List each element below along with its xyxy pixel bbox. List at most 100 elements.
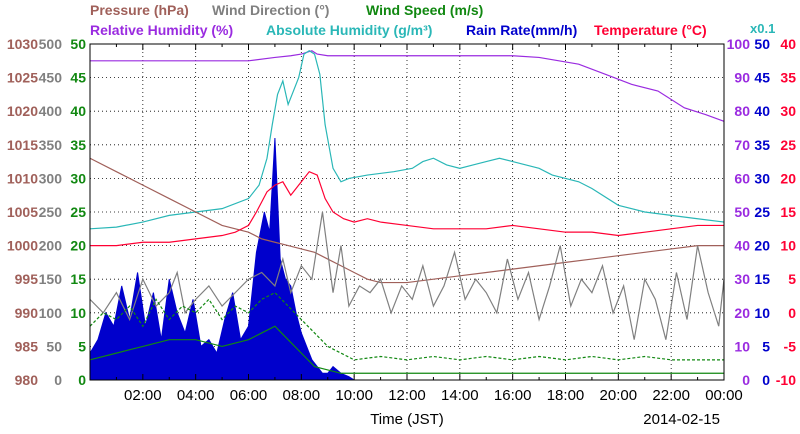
x-axis-label: Time (JST) — [370, 411, 444, 428]
y-tick-label: 10 — [754, 305, 770, 321]
series-line — [89, 157, 724, 284]
y-tick-label: 35 — [754, 137, 770, 153]
y-tick-label: 25 — [754, 204, 770, 220]
series-line — [90, 170, 724, 247]
legend-entry: Wind Direction (°) — [212, 2, 329, 18]
y-tick-label: 45 — [70, 70, 86, 86]
y-tick-label: 0 — [54, 372, 62, 388]
y-tick-label: 90 — [734, 70, 750, 86]
x-tick-label: 14:00 — [441, 387, 479, 404]
y-tick-label: 100 — [727, 36, 751, 52]
y-tick-label: 500 — [39, 36, 63, 52]
y-tick-label: 10 — [780, 238, 796, 254]
series-line — [89, 291, 724, 361]
gridlines — [90, 44, 724, 380]
y-tick-label: 5 — [788, 271, 796, 287]
y-tick-label: 30 — [70, 170, 86, 186]
y-tick-label: 10 — [70, 305, 86, 321]
y-tick-label: 60 — [734, 170, 750, 186]
y-tick-label: 15 — [70, 271, 86, 287]
x-tick-label: 10:00 — [335, 387, 373, 404]
y-tick-label: 45 — [754, 70, 770, 86]
x-tick-label: 20:00 — [600, 387, 638, 404]
y-tick-label: 995 — [15, 271, 39, 287]
y-tick-label: 985 — [15, 338, 39, 354]
y-tick-label: 300 — [39, 170, 63, 186]
y-tick-label: -10 — [776, 372, 796, 388]
y-tick-label: 5 — [78, 338, 86, 354]
y-tick-label: 1020 — [7, 103, 38, 119]
y-tick-label: 20 — [70, 238, 86, 254]
y-tick-label: 30 — [754, 170, 770, 186]
y-tick-label: 40 — [754, 103, 770, 119]
legend-entry: Relative Humidity (%) — [90, 22, 233, 38]
y-tick-label: 350 — [39, 137, 63, 153]
y-tick-label: 100 — [39, 305, 63, 321]
y-tick-label: 50 — [754, 36, 770, 52]
y-tick-label: 70 — [734, 137, 750, 153]
y-tick-label: 20 — [780, 170, 796, 186]
y-tick-label: 80 — [734, 103, 750, 119]
y-tick-label: 1000 — [7, 238, 38, 254]
y-tick-label: 980 — [15, 372, 39, 388]
y-tick-label: -5 — [784, 338, 797, 354]
legend: Pressure (hPa) Wind Direction (°) Wind Spe… — [90, 2, 775, 38]
rain-rate-fill — [89, 138, 356, 381]
y-tick-label: 20 — [754, 238, 770, 254]
legend-entry: Temperature (°C) — [594, 22, 707, 38]
y-tick-label: 35 — [70, 137, 86, 153]
y-tick-label: 15 — [780, 204, 796, 220]
y-tick-label: 0 — [788, 305, 796, 321]
y-tick-label: 20 — [734, 305, 750, 321]
y-tick-label: 25 — [780, 137, 796, 153]
scale-note: x0.1 — [750, 21, 775, 36]
y-axes: 1030102510201015101010051000995990985980… — [7, 36, 796, 388]
x-tick-label: 22:00 — [652, 387, 690, 404]
y-tick-label: 30 — [734, 271, 750, 287]
y-tick-label: 1010 — [7, 170, 38, 186]
x-tick-label: 18:00 — [547, 387, 585, 404]
series-line — [89, 211, 725, 340]
y-tick-label: 450 — [39, 70, 63, 86]
x-tick-label: 12:00 — [388, 387, 426, 404]
x-tick-label: 16:00 — [494, 387, 532, 404]
y-tick-label: 1005 — [7, 204, 38, 220]
y-tick-label: 400 — [39, 103, 63, 119]
x-tick-label: 02:00 — [124, 387, 162, 404]
y-tick-label: 200 — [39, 238, 63, 254]
x-tick-label: 06:00 — [230, 387, 268, 404]
y-tick-label: 1025 — [7, 70, 38, 86]
legend-entry: Pressure (hPa) — [90, 2, 189, 18]
y-tick-label: 0 — [742, 372, 750, 388]
series-line — [89, 50, 725, 230]
rain-rate-area — [89, 138, 356, 381]
y-tick-label: 35 — [780, 70, 796, 86]
legend-entry: Rain Rate(mm/h) — [466, 22, 577, 38]
x-axis: 02:00 04:00 06:00 08:00 10:00 12:00 14:00 16:00… — [89, 44, 743, 404]
y-tick-label: 50 — [46, 338, 62, 354]
y-tick-label: 150 — [39, 271, 63, 287]
series-lines — [89, 50, 725, 374]
y-tick-label: 1015 — [7, 137, 38, 153]
y-tick-label: 0 — [78, 372, 86, 388]
y-tick-label: 5 — [762, 338, 770, 354]
y-tick-label: 50 — [70, 36, 86, 52]
y-tick-label: 30 — [780, 103, 796, 119]
y-tick-label: 0 — [762, 372, 770, 388]
series-line — [90, 50, 725, 122]
y-tick-label: 250 — [39, 204, 63, 220]
x-tick-label: 04:00 — [177, 387, 215, 404]
legend-entry: Absolute Humidity (g/m³) — [266, 22, 432, 38]
y-tick-label: 40 — [70, 103, 86, 119]
x-tick-label: 08:00 — [283, 387, 321, 404]
y-tick-label: 1030 — [7, 36, 38, 52]
y-tick-label: 40 — [780, 36, 796, 52]
y-tick-label: 15 — [754, 271, 770, 287]
series-line — [89, 325, 724, 374]
y-tick-label: 50 — [734, 204, 750, 220]
date-label: 2014-02-15 — [643, 411, 720, 428]
x-tick-label: 00:00 — [705, 387, 743, 404]
y-tick-label: 10 — [734, 338, 750, 354]
legend-entry: Wind Speed (m/s) — [366, 2, 483, 18]
